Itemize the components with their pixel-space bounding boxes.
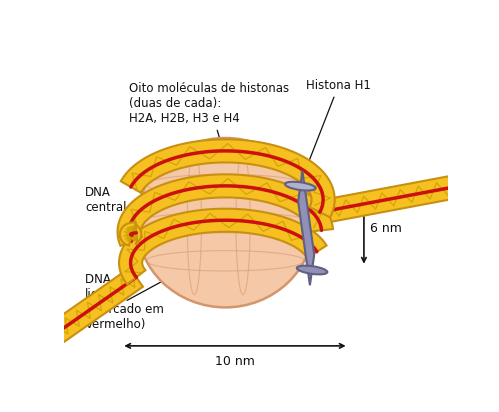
- Text: DNA de
ligação
(marcado em
vermelho): DNA de ligação (marcado em vermelho): [85, 273, 164, 331]
- Polygon shape: [118, 174, 333, 246]
- Ellipse shape: [285, 182, 315, 190]
- Polygon shape: [121, 139, 335, 218]
- Text: Histona H1: Histona H1: [299, 79, 371, 185]
- Text: 6 nm: 6 nm: [370, 222, 402, 234]
- Text: Oito moléculas de histonas
(duas de cada):
H2A, H2B, H3 e H4: Oito moléculas de histonas (duas de cada…: [129, 82, 289, 154]
- Ellipse shape: [297, 266, 327, 274]
- Polygon shape: [41, 268, 143, 348]
- Polygon shape: [318, 174, 466, 224]
- Polygon shape: [120, 222, 141, 246]
- Text: 10 nm: 10 nm: [215, 355, 255, 368]
- Text: DNA
central: DNA central: [85, 185, 146, 213]
- Ellipse shape: [137, 138, 314, 307]
- Polygon shape: [119, 208, 326, 284]
- Polygon shape: [298, 171, 314, 285]
